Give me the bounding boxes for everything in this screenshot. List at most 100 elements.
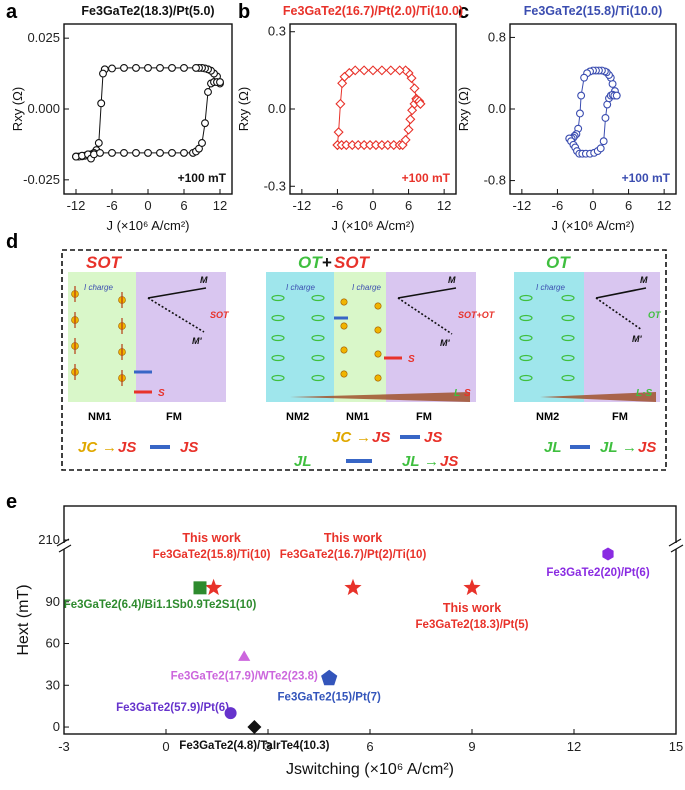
chart-title: Fe3GaTe2(18.3)/Pt(5.0): [81, 4, 214, 18]
m-label: M: [200, 275, 208, 285]
data-point: [120, 148, 128, 157]
x-tick-label: 0: [589, 198, 596, 213]
data-point: [180, 63, 188, 72]
data-point: [596, 144, 605, 153]
panel-d-schematic: SOT I charge M M' SOT S NM1 FM JC → JS: [61, 249, 667, 471]
nm1-label: NM1: [346, 411, 369, 423]
ot-title: OT: [298, 253, 323, 272]
x-tick-label: -6: [552, 198, 564, 213]
panel-a-chart: -12 -6 0 6 12 -0.025 0.000 0.025 Fe3GaTe2(18.3)/…: [10, 4, 233, 233]
x-tick-label: -12: [292, 198, 311, 213]
x-tick-label: 0: [162, 739, 169, 754]
panel-label-a: a: [6, 1, 18, 23]
m-label: M: [448, 275, 456, 285]
data-point: [144, 148, 152, 157]
fm-label: FM: [166, 411, 182, 423]
axis-break-mark: [668, 538, 682, 547]
point-note: This work: [324, 531, 382, 545]
axis-break-mark: [58, 544, 72, 553]
panel-label-c: c: [458, 1, 469, 23]
data-point: [96, 148, 104, 157]
x-tick-label: 6: [366, 739, 373, 754]
ot-title: OT: [546, 253, 571, 272]
spin-arrows: [74, 286, 123, 386]
x-tick-label: 6: [405, 198, 412, 213]
data-point: [409, 83, 420, 94]
axis-break-gap: [670, 543, 682, 549]
data-point: [216, 78, 224, 87]
data-point: [204, 88, 212, 96]
m-prime-label: M': [192, 336, 202, 346]
data-point: [405, 114, 416, 125]
axis-break-mark: [670, 544, 684, 553]
data-point: [144, 63, 152, 72]
field-label: +100 mT: [402, 171, 451, 185]
data-point: [132, 148, 140, 157]
data-point: [359, 65, 370, 76]
scatter-point-star: [463, 578, 481, 596]
y-tick-label: -0.025: [23, 172, 60, 187]
sot-formula-js: JS: [118, 439, 136, 456]
plot-frame: [509, 23, 677, 195]
ot-charge-label: I charge: [536, 283, 565, 292]
data-point: [198, 139, 206, 147]
data-point: [394, 65, 405, 76]
y-tick-label: 60: [46, 636, 60, 651]
chart-title: Fe3GaTe2(15.8)/Ti(10.0): [524, 4, 663, 18]
data-point: [94, 139, 103, 147]
x-tick-label: 0: [144, 198, 151, 213]
data-point: [192, 63, 200, 72]
point-label: Fe3GaTe2(20)/Pt(6): [546, 567, 649, 579]
x-tick-label: 15: [669, 739, 683, 754]
ot-formula-arrow: →: [622, 439, 637, 456]
m-prime-vector: [595, 297, 643, 331]
scatter-point-diamond: [247, 720, 262, 734]
orbital-current-wedge: [540, 392, 656, 402]
data-point: [347, 140, 358, 151]
x-axis-label: J (×10⁶ A/cm²): [106, 218, 189, 233]
nm1-label: NM1: [88, 411, 111, 423]
y-tick-label: 30: [46, 677, 60, 692]
point-label: Fe3GaTe2(4.8)/TaIrTe4(10.3): [179, 740, 329, 752]
point-label: Fe3GaTe2(17.9)/WTe2(23.8): [171, 670, 318, 682]
y-tick-label: 0.0: [268, 101, 286, 116]
panel-label-b: b: [238, 1, 250, 23]
data-point: [370, 140, 381, 151]
data-point: [601, 113, 610, 122]
x-tick-label: 6: [625, 198, 632, 213]
x-tick-label: -12: [512, 198, 531, 213]
data-point: [333, 127, 344, 138]
y-axis-label: Rxy (Ω): [236, 87, 251, 131]
y-axis-label: Rxy (Ω): [456, 87, 471, 131]
y-tick-label: 0.000: [27, 101, 60, 116]
data-point: [415, 98, 426, 109]
data-point: [108, 64, 116, 73]
ot-formula-jl: JL: [544, 439, 562, 456]
m-prime-label: M': [632, 334, 642, 344]
x-axis-label: J (×10⁶ A/cm²): [551, 218, 634, 233]
x-tick-label: -6: [106, 198, 118, 213]
fm-layer: [584, 272, 660, 402]
fm-layer: [386, 272, 476, 402]
formula-jl: JL: [294, 453, 312, 470]
data-point: [365, 140, 376, 151]
y-tick-label: 0.3: [268, 24, 286, 39]
panel-c-chart: -12 -6 0 6 12 -0.8 0.0 0.8 Fe3GaTe2(15.8)/Ti(10.…: [456, 4, 677, 233]
spin-electrons: [340, 298, 382, 382]
data-point: [97, 99, 106, 108]
data-point: [337, 78, 348, 89]
data-point: [168, 148, 176, 157]
data-point: [400, 65, 411, 76]
m-prime-vector: [397, 297, 453, 335]
data-point: [156, 63, 164, 72]
x-axis-label: J (×10⁶ A/cm²): [331, 218, 414, 233]
field-label: +100 mT: [622, 171, 671, 185]
nm1-charge-label: I charge: [352, 283, 381, 292]
y-axis-label: Rxy (Ω): [10, 87, 25, 131]
y-tick-label: -0.8: [484, 173, 506, 188]
scatter-point-star: [205, 578, 223, 596]
data-point: [577, 91, 586, 100]
scatter-point-square: [193, 581, 207, 595]
x-axis-label: Jswitching (×10⁶ A/cm²): [286, 761, 454, 778]
